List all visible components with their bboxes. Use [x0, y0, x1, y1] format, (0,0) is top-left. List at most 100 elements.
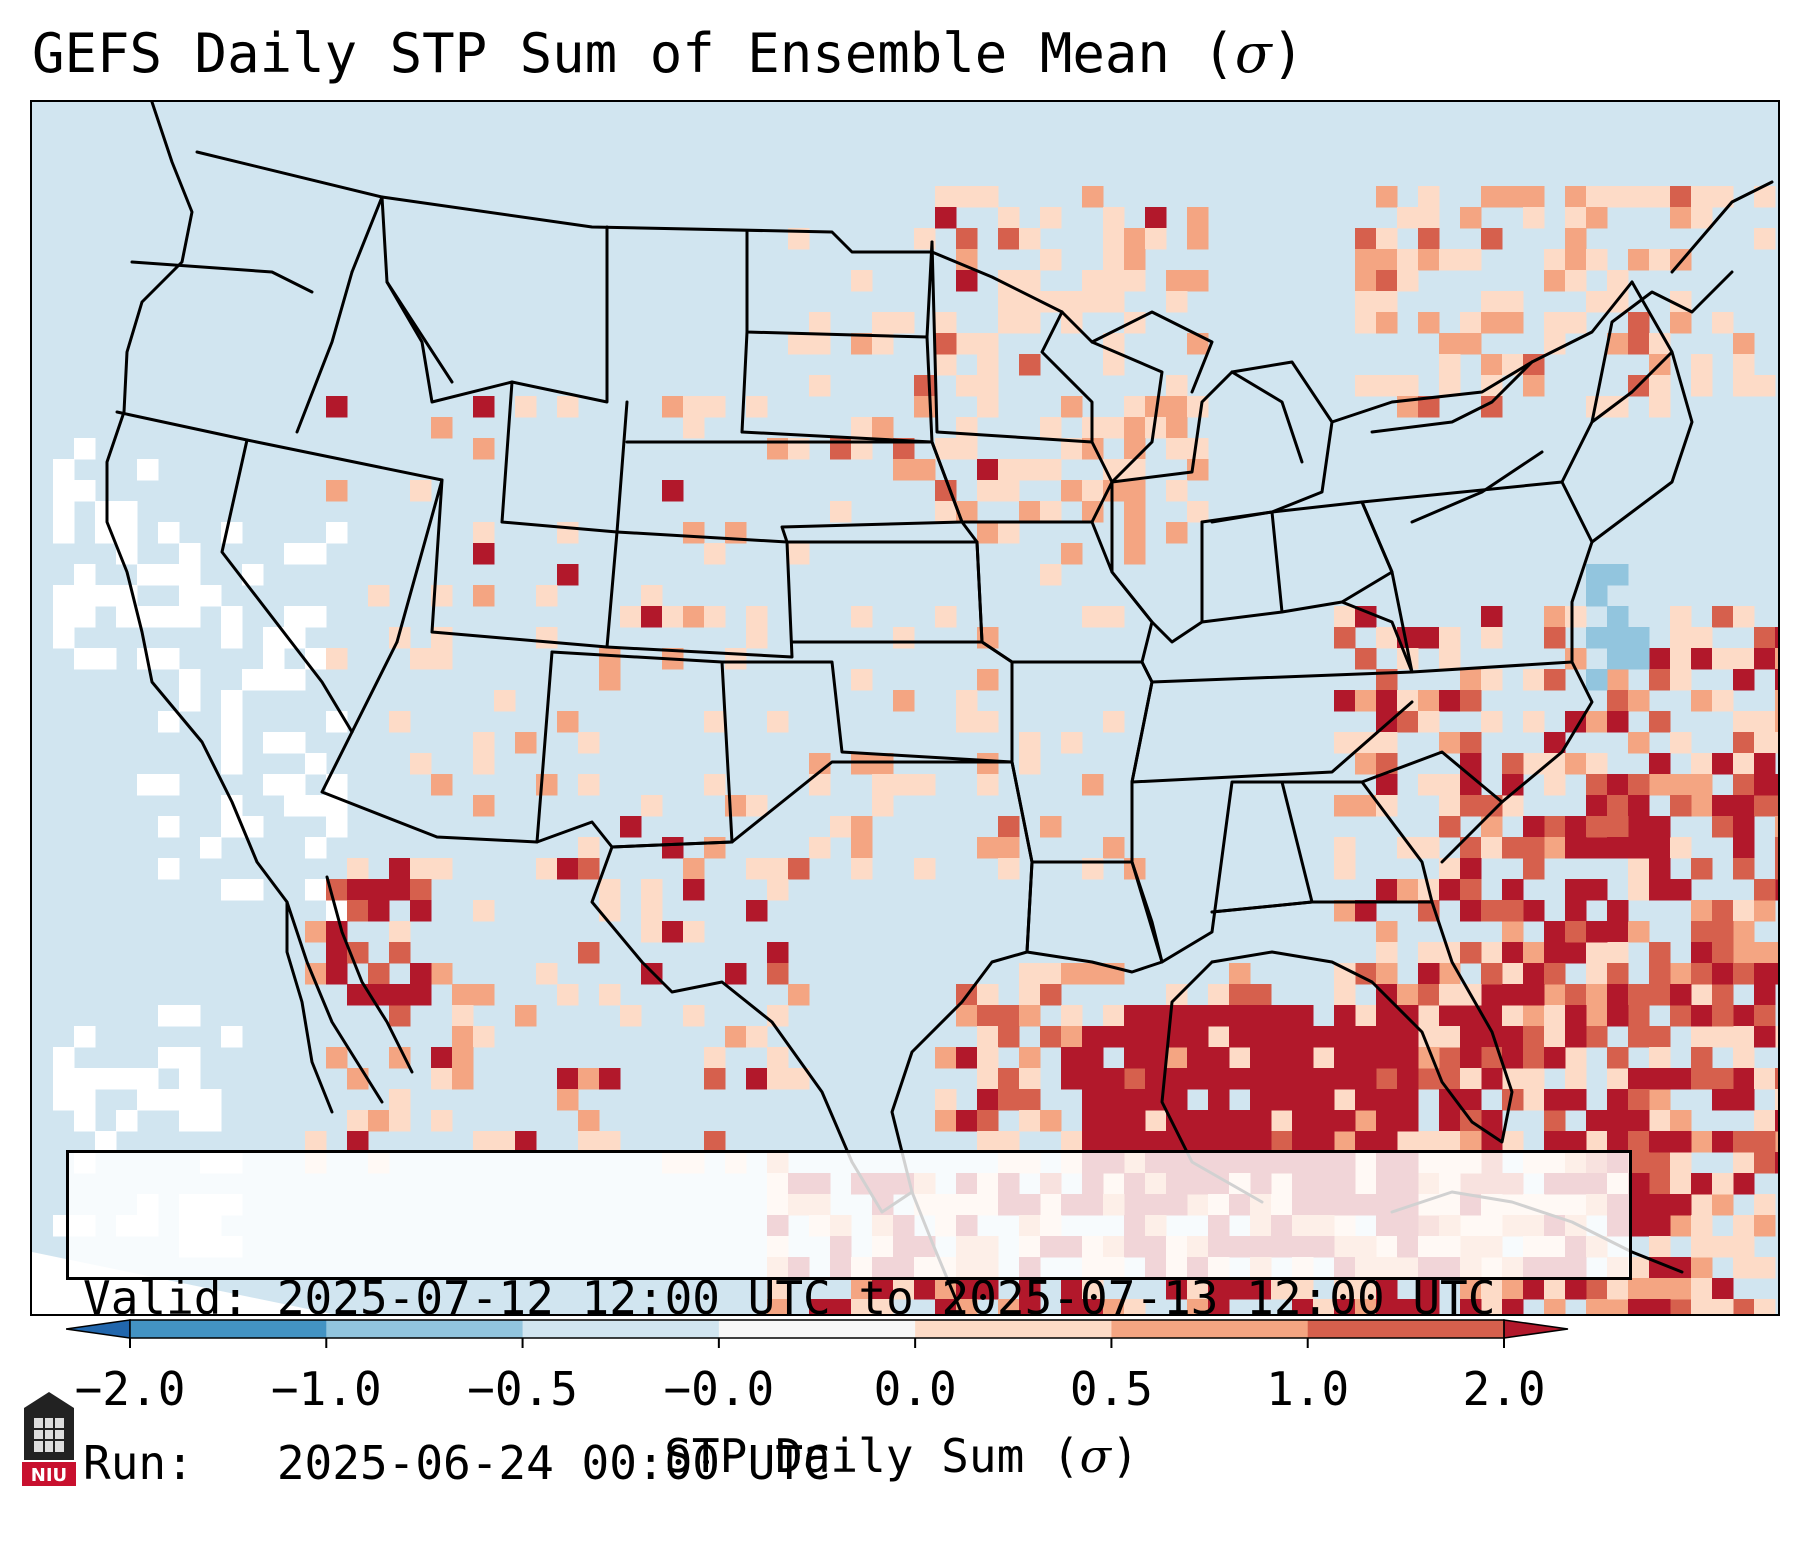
- high-anomaly-cell: [1376, 1131, 1398, 1153]
- anomaly-cell: [1481, 816, 1503, 838]
- near-zero-cell: [221, 1026, 243, 1048]
- high-anomaly-cell: [1271, 1047, 1293, 1069]
- anomaly-cell: [431, 858, 453, 880]
- high-anomaly-cell: [1355, 1131, 1377, 1153]
- near-zero-cell: [305, 648, 327, 670]
- anomaly-cell: [1586, 984, 1608, 1006]
- anomaly-cell: [1607, 942, 1629, 964]
- anomaly-cell: [1586, 249, 1608, 271]
- anomaly-cell: [1754, 900, 1776, 922]
- anomaly-cell: [557, 1068, 579, 1090]
- anomaly-cell: [1271, 1131, 1293, 1153]
- high-anomaly-cell: [1166, 1068, 1188, 1090]
- low-anomaly-cell: [998, 312, 1020, 334]
- anomaly-cell: [1439, 1131, 1461, 1153]
- anomaly-cell: [578, 1131, 600, 1153]
- low-anomaly-cell: [557, 711, 579, 733]
- anomaly-cell: [1019, 1299, 1041, 1314]
- anomaly-cell: [1481, 606, 1503, 628]
- anomaly-cell: [1481, 1299, 1503, 1314]
- anomaly-cell: [1124, 501, 1146, 523]
- high-anomaly-cell: [1754, 753, 1776, 775]
- high-anomaly-cell: [1523, 1047, 1545, 1069]
- low-anomaly-cell: [641, 585, 663, 607]
- anomaly-cell: [1271, 1110, 1293, 1132]
- near-zero-cell: [326, 522, 348, 544]
- anomaly-cell: [1607, 270, 1629, 292]
- high-anomaly-cell: [1103, 1026, 1125, 1048]
- colorbar-extend-low: [66, 1319, 131, 1339]
- anomaly-cell: [1670, 291, 1692, 313]
- anomaly-cell: [1502, 837, 1524, 859]
- near-zero-cell: [179, 606, 201, 628]
- anomaly-cell: [1460, 312, 1482, 334]
- low-anomaly-cell: [389, 711, 411, 733]
- high-anomaly-cell: [389, 879, 411, 901]
- high-anomaly-cell: [1334, 1005, 1356, 1027]
- anomaly-cell: [1544, 669, 1566, 691]
- anomaly-cell: [1355, 1299, 1377, 1314]
- low-anomaly-cell: [662, 606, 684, 628]
- high-anomaly-cell: [1082, 1089, 1104, 1111]
- anomaly-cell: [977, 1089, 999, 1111]
- high-anomaly-cell: [1628, 774, 1650, 796]
- anomaly-cell: [1103, 1005, 1125, 1027]
- anomaly-cell: [746, 900, 768, 922]
- high-anomaly-cell: [1292, 1131, 1314, 1153]
- anomaly-cell: [1334, 732, 1356, 754]
- anomaly-cell: [1355, 753, 1377, 775]
- anomaly-cell: [1544, 774, 1566, 796]
- low-anomaly-cell: [830, 501, 852, 523]
- low-anomaly-cell: [893, 690, 915, 712]
- anomaly-cell: [1439, 1089, 1461, 1111]
- near-zero-cell: [263, 627, 285, 649]
- anomaly-cell: [1040, 984, 1062, 1006]
- low-anomaly-cell: [851, 270, 873, 292]
- low-anomaly-cell: [767, 711, 789, 733]
- high-anomaly-cell: [1124, 1047, 1146, 1069]
- colorbar-tick-label: −1.0: [270, 1362, 382, 1416]
- low-anomaly-cell: [704, 543, 726, 565]
- anomaly-cell: [1439, 333, 1461, 355]
- anomaly-cell: [1775, 1068, 1778, 1090]
- anomaly-cell: [1544, 312, 1566, 334]
- anomaly-cell: [1670, 1173, 1692, 1195]
- near-zero-cell: [200, 837, 222, 859]
- baja-coast: [285, 875, 414, 1104]
- anomaly-cell: [1418, 1026, 1440, 1048]
- anomaly-cell: [893, 1278, 915, 1300]
- high-anomaly-cell: [1376, 1089, 1398, 1111]
- anomaly-cell: [1103, 354, 1125, 376]
- near-zero-cell: [179, 1089, 201, 1111]
- low-anomaly-cell: [662, 396, 684, 418]
- anomaly-cell: [1691, 375, 1713, 397]
- near-zero-cell: [137, 774, 159, 796]
- anomaly-cell: [935, 207, 957, 229]
- anomaly-cell: [1670, 312, 1692, 334]
- high-anomaly-cell: [1103, 1089, 1125, 1111]
- anomaly-cell: [1481, 312, 1503, 334]
- anomaly-cell: [1586, 837, 1608, 859]
- anomaly-cell: [1502, 186, 1524, 208]
- anomaly-cell: [1061, 396, 1083, 418]
- anomaly-cell: [1355, 1110, 1377, 1132]
- high-anomaly-cell: [1670, 984, 1692, 1006]
- anomaly-cell: [1691, 774, 1713, 796]
- colorbar-label-close: ): [1111, 1429, 1139, 1483]
- near-zero-cell: [179, 1110, 201, 1132]
- anomaly-cell: [1355, 963, 1377, 985]
- anomaly-cell: [599, 900, 621, 922]
- anomaly-cell: [1565, 1068, 1587, 1090]
- low-anomaly-cell: [872, 312, 894, 334]
- low-anomaly-cell: [683, 522, 705, 544]
- low-anomaly-cell: [1040, 564, 1062, 586]
- anomaly-cell: [1649, 375, 1671, 397]
- anomaly-cell: [1670, 837, 1692, 859]
- logo-badge: [22, 1462, 76, 1486]
- low-anomaly-cell: [830, 816, 852, 838]
- anomaly-cell: [1649, 249, 1671, 271]
- near-zero-cell: [74, 606, 96, 628]
- near-zero-cell: [53, 627, 75, 649]
- anomaly-cell: [1670, 669, 1692, 691]
- anomaly-cell: [557, 984, 579, 1006]
